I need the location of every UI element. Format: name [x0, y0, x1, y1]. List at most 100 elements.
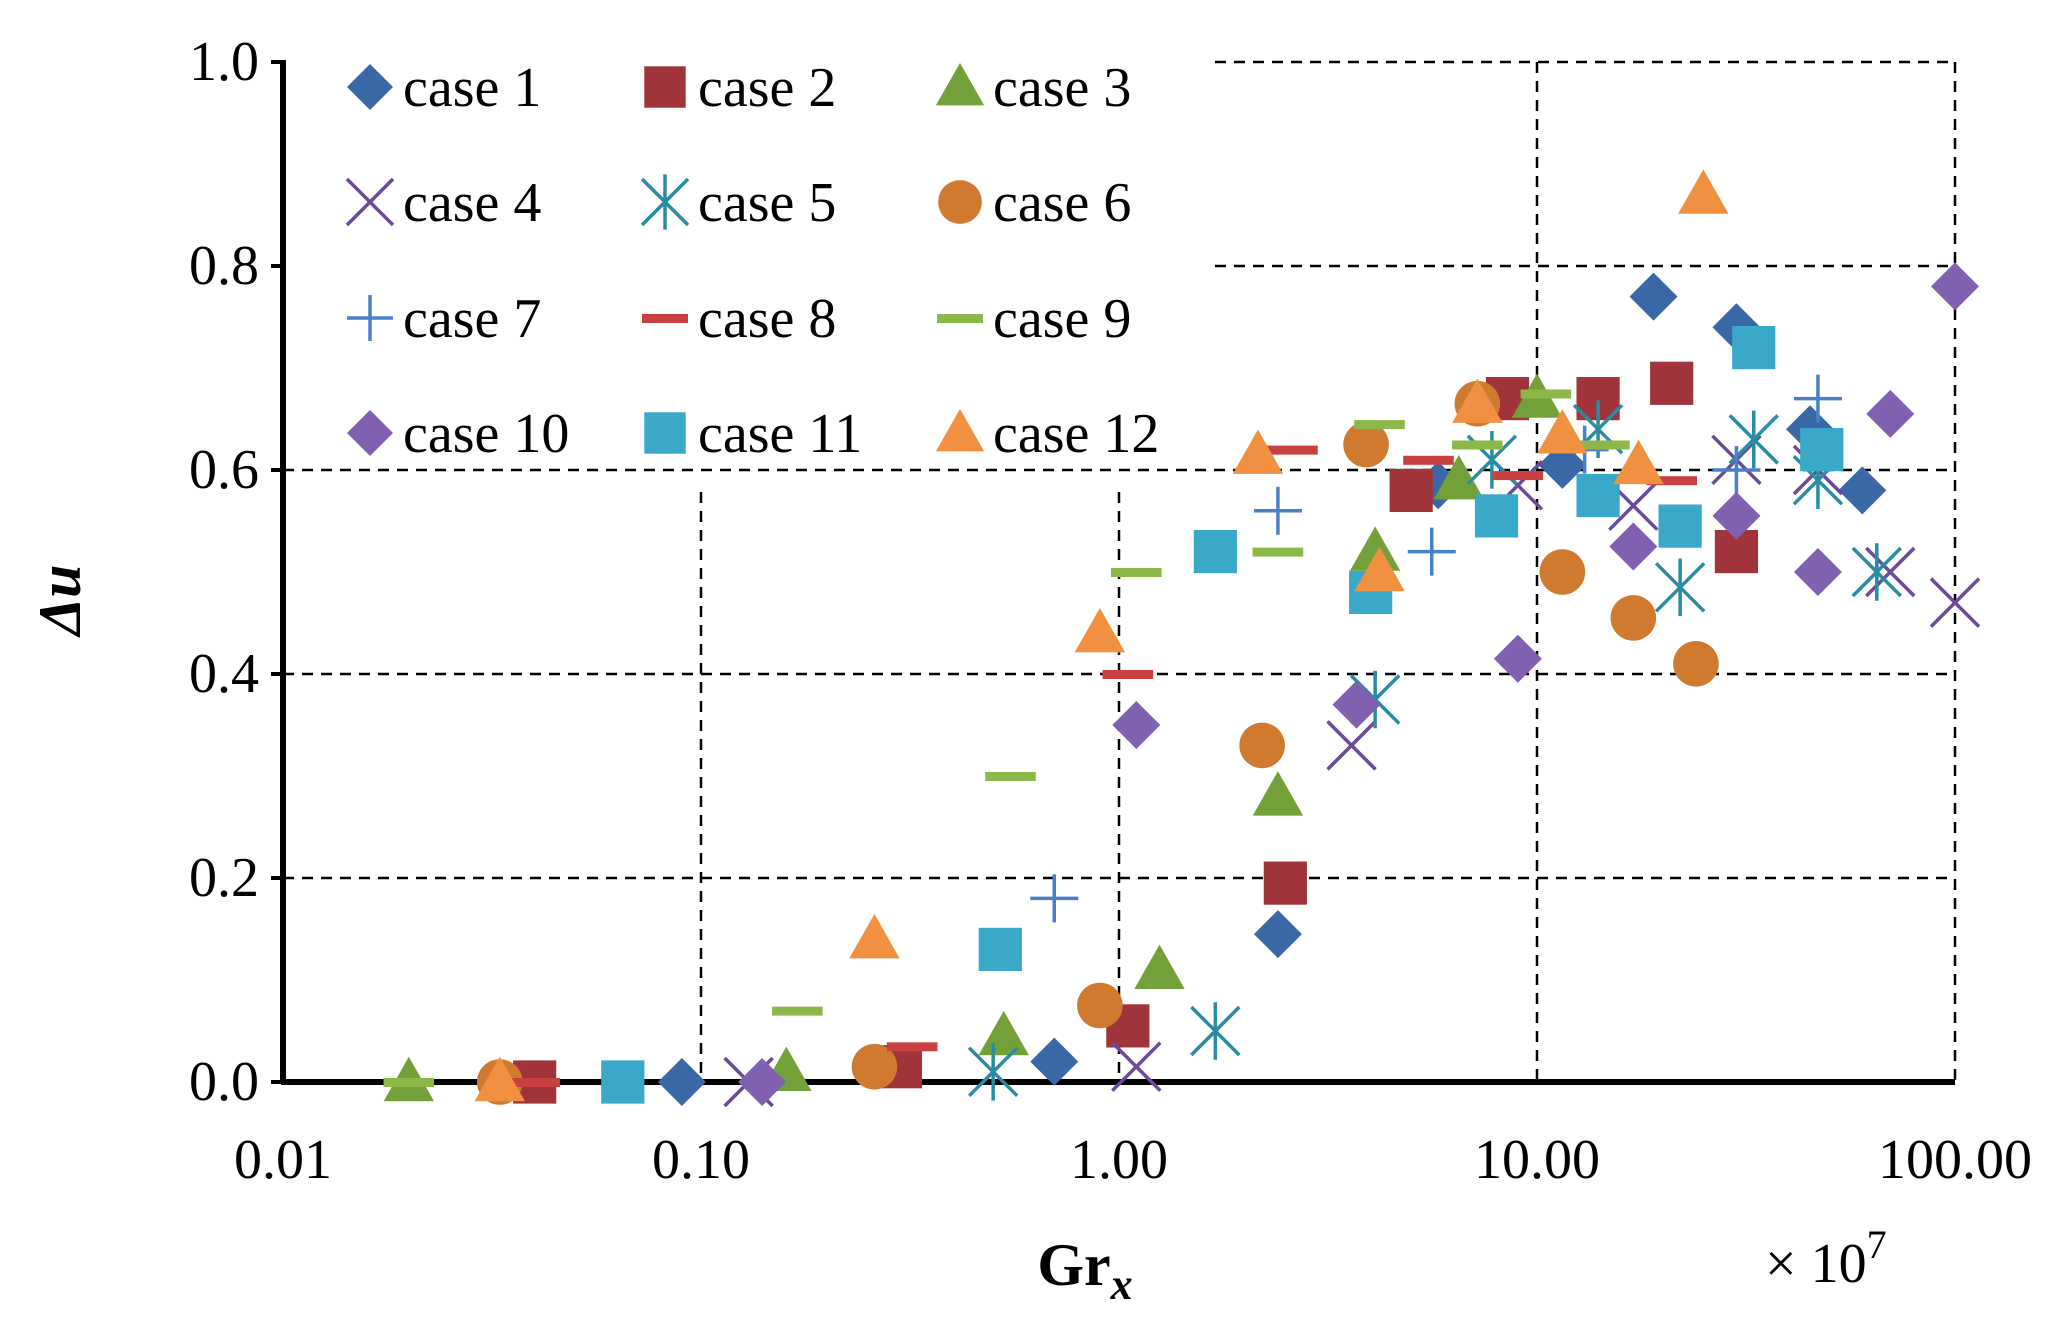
- diamond-marker: [1493, 634, 1542, 683]
- x-tick-labels: 0.01 0.10 1.00 10.00 100.00: [234, 1129, 2032, 1191]
- series-case-6: [476, 380, 1719, 1105]
- data-point: [1654, 558, 1706, 617]
- data-point: [738, 1058, 787, 1106]
- legend: case 1 case 2 case 3 case 4 case 5 case 6 case…: [345, 57, 1159, 465]
- dash-marker: [1492, 471, 1544, 481]
- data-point: [1610, 595, 1657, 641]
- legend-label: case 6: [993, 172, 1131, 234]
- triangle-marker: [1232, 429, 1284, 474]
- asterisk-marker: [1851, 543, 1903, 601]
- data-point: [1403, 455, 1454, 465]
- series-case-3: [383, 373, 1563, 1102]
- plus-marker: [1407, 527, 1456, 576]
- legend-label: case 4: [403, 172, 541, 234]
- data-point: [1111, 568, 1162, 577]
- data-point: [657, 1058, 706, 1106]
- triangle-marker: [849, 914, 900, 959]
- dash-marker: [1102, 670, 1154, 679]
- legend-label: case 11: [698, 403, 862, 465]
- plus-marker: [1712, 446, 1761, 494]
- data-point: [1452, 440, 1503, 450]
- triangle-marker: [935, 408, 985, 452]
- diamond-marker: [1253, 910, 1302, 959]
- y-tick-label: 0.2: [189, 847, 259, 909]
- data-point: [1452, 378, 1503, 423]
- legend-label: case 7: [403, 288, 541, 350]
- dash-marker: [772, 1006, 823, 1016]
- legend-item-case-9: case 9: [937, 288, 1131, 350]
- series-case-4: [723, 434, 1981, 1108]
- dash-marker: [1354, 420, 1405, 430]
- y-tick-labels: 0.0 0.2 0.4 0.6 0.8 1.0: [189, 31, 259, 1113]
- plus-marker: [1030, 874, 1079, 923]
- y-tick-label: 0.6: [189, 439, 259, 501]
- data-point: [1865, 546, 1916, 598]
- data-point: [851, 1043, 898, 1090]
- legend-marker: [935, 62, 985, 106]
- data-point: [772, 1006, 823, 1016]
- circle-marker: [1239, 722, 1285, 769]
- square-marker: [644, 66, 686, 108]
- dash-marker: [985, 772, 1036, 781]
- legend-label: case 3: [993, 57, 1131, 119]
- diamond-marker: [1793, 548, 1842, 596]
- diamond-marker: [1712, 491, 1761, 540]
- y-axis-title: Δu: [27, 565, 93, 638]
- data-point: [1851, 543, 1903, 601]
- data-point: [1030, 874, 1079, 923]
- data-point: [1520, 389, 1572, 399]
- data-point: [1838, 466, 1887, 515]
- square-marker: [1263, 861, 1307, 905]
- data-point: [1609, 522, 1658, 571]
- x-tick-label: 1.00: [1070, 1129, 1168, 1191]
- dash-marker: [1452, 440, 1503, 450]
- data-point: [1866, 389, 1915, 438]
- dash-marker: [1267, 445, 1318, 455]
- series-case-11: [601, 326, 1844, 1104]
- data-point: [1252, 771, 1304, 816]
- data-point: [1134, 944, 1185, 989]
- data-point: [1263, 861, 1307, 905]
- asterisk-marker: [967, 1043, 1019, 1101]
- data-point: [1433, 455, 1484, 500]
- legend-label: case 5: [698, 172, 836, 234]
- legend-item-case-8: case 8: [642, 288, 836, 350]
- asterisk-marker: [640, 174, 690, 230]
- legend-marker: [347, 410, 393, 456]
- data-point: [1492, 471, 1544, 481]
- data-point: [1929, 577, 1981, 628]
- series-case-1: [657, 272, 1887, 1106]
- diamond-marker: [1931, 262, 1979, 311]
- data-point: [1646, 476, 1697, 486]
- x-multiplier: × 107: [1765, 1222, 1887, 1295]
- data-point: [383, 1078, 435, 1087]
- data-point: [1537, 409, 1588, 454]
- legend-marker: [935, 408, 985, 452]
- circle-marker: [1610, 595, 1657, 641]
- legend-marker: [644, 66, 686, 108]
- data-point: [1576, 473, 1620, 518]
- triangle-marker: [1349, 526, 1401, 571]
- legend-item-case-11: case 11: [644, 403, 862, 465]
- legend-label: case 9: [993, 288, 1131, 350]
- square-marker: [1474, 494, 1519, 538]
- data-point: [1193, 530, 1237, 574]
- data-point: [1190, 1002, 1241, 1060]
- legend-item-case-12: case 12: [935, 403, 1159, 465]
- triangle-marker: [1074, 608, 1126, 653]
- data-point: [1579, 440, 1630, 450]
- legend-item-case-6: case 6: [938, 172, 1131, 234]
- series-case-9: [383, 389, 1630, 1087]
- data-points: [383, 169, 1981, 1108]
- data-point: [1326, 720, 1377, 771]
- plus-marker: [1253, 486, 1302, 535]
- data-point: [1931, 262, 1979, 311]
- dash-marker: [642, 314, 688, 323]
- legend-marker: [640, 174, 690, 230]
- x-marker: [1929, 577, 1981, 628]
- x-marker: [345, 177, 395, 227]
- dash-marker: [1579, 440, 1630, 450]
- legend-item-case-10: case 10: [347, 403, 569, 465]
- data-point: [1673, 641, 1719, 687]
- data-point: [849, 914, 900, 959]
